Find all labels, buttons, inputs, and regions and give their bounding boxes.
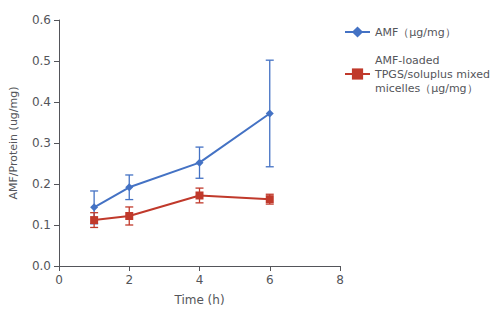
svg-text:4: 4 xyxy=(196,273,204,287)
svg-text:TPGS/soluplus mixed: TPGS/soluplus mixed xyxy=(374,68,490,81)
svg-text:0: 0 xyxy=(55,273,63,287)
svg-text:Time (h): Time (h) xyxy=(173,293,224,307)
svg-text:0.1: 0.1 xyxy=(32,218,51,232)
svg-text:AMF/Protein (ug/mg): AMF/Protein (ug/mg) xyxy=(7,86,20,199)
svg-text:0.6: 0.6 xyxy=(32,13,51,27)
svg-text:2: 2 xyxy=(125,273,133,287)
svg-text:6: 6 xyxy=(266,273,274,287)
svg-text:AMF-loaded: AMF-loaded xyxy=(375,54,440,67)
svg-text:0.0: 0.0 xyxy=(32,259,51,273)
svg-text:0.4: 0.4 xyxy=(32,95,51,109)
svg-text:AMF（μg/mg）: AMF（μg/mg） xyxy=(375,26,456,39)
svg-text:micelles（μg/mg）: micelles（μg/mg） xyxy=(375,82,478,95)
svg-text:8: 8 xyxy=(336,273,344,287)
svg-text:0.5: 0.5 xyxy=(32,54,51,68)
svg-text:0.3: 0.3 xyxy=(32,136,51,150)
svg-text:0.2: 0.2 xyxy=(32,177,51,191)
